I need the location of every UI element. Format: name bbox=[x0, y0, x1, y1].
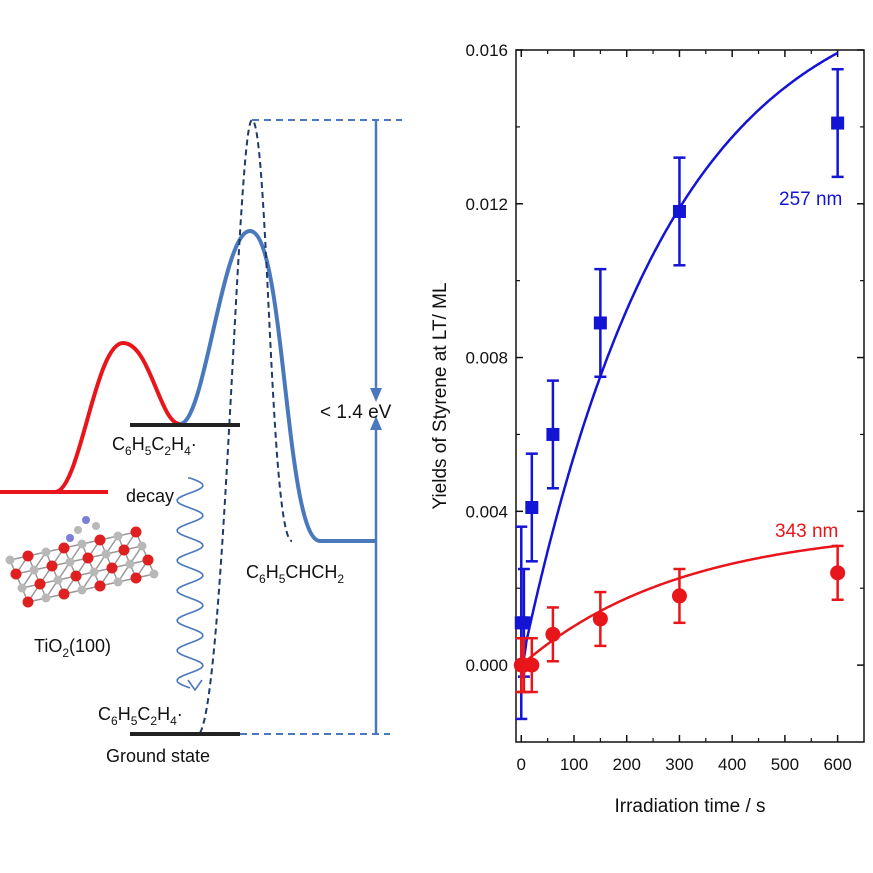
data-point-square bbox=[831, 116, 845, 130]
y-axis: 0.000 0.004 0.008 0.012 0.016 bbox=[465, 41, 864, 675]
substrate-label: TiO2(100) bbox=[34, 636, 111, 660]
barrier-arrow-up-head bbox=[370, 416, 382, 430]
atom bbox=[41, 547, 51, 557]
atom bbox=[82, 552, 94, 564]
atom bbox=[58, 542, 70, 554]
atom bbox=[17, 583, 27, 593]
series-label-343: 343 nm bbox=[775, 521, 838, 542]
atom bbox=[34, 578, 46, 590]
atom bbox=[22, 596, 34, 608]
series-label-257: 257 nm bbox=[779, 189, 842, 210]
adsorbate-atom bbox=[92, 522, 100, 530]
atom bbox=[41, 593, 51, 603]
y-tick-label: 0.000 bbox=[465, 656, 508, 675]
atom bbox=[113, 531, 123, 541]
ground-formula-label: C6H5C2H4· bbox=[98, 704, 183, 728]
data-points bbox=[513, 67, 846, 721]
atom bbox=[58, 588, 70, 600]
x-tick-label: 0 bbox=[517, 755, 526, 774]
atom bbox=[137, 541, 147, 551]
decay-arrow-head bbox=[187, 679, 203, 692]
y-tick-label: 0.008 bbox=[465, 349, 508, 368]
product-state-label: C6H5CHCH2 bbox=[246, 562, 344, 586]
x-tick-label: 100 bbox=[560, 755, 588, 774]
decay-label: decay bbox=[126, 486, 174, 506]
atom bbox=[101, 549, 111, 559]
atom bbox=[77, 539, 87, 549]
y-tick-label: 0.012 bbox=[465, 195, 508, 214]
x-tick-label: 400 bbox=[718, 755, 746, 774]
x-tick-label: 500 bbox=[771, 755, 799, 774]
atom bbox=[70, 570, 82, 582]
atom bbox=[125, 559, 135, 569]
atom bbox=[130, 526, 142, 538]
atom bbox=[29, 565, 39, 575]
atom bbox=[113, 577, 123, 587]
atom bbox=[94, 580, 106, 592]
adsorbate-atom bbox=[66, 534, 74, 542]
y-tick-label: 0.004 bbox=[465, 502, 508, 521]
data-point-circle bbox=[592, 611, 608, 627]
atom bbox=[46, 560, 58, 572]
atom bbox=[89, 567, 99, 577]
y-tick-label: 0.016 bbox=[465, 41, 508, 60]
atom bbox=[65, 557, 75, 567]
atom bbox=[94, 534, 106, 546]
x-tick-label: 600 bbox=[823, 755, 851, 774]
atom bbox=[149, 569, 159, 579]
data-point-square bbox=[593, 316, 607, 330]
tio2-surface-model bbox=[5, 516, 159, 608]
dashed-potential-curve bbox=[199, 118, 293, 734]
x-tick-label: 300 bbox=[665, 755, 693, 774]
barrier-label: < 1.4 eV bbox=[320, 402, 392, 423]
data-point-circle bbox=[830, 565, 846, 581]
atom bbox=[118, 544, 130, 556]
x-axis-label: Irradiation time / s bbox=[615, 796, 766, 817]
atom bbox=[22, 550, 34, 562]
data-point-circle bbox=[524, 657, 540, 673]
atom bbox=[142, 554, 154, 566]
data-point-circle bbox=[671, 588, 687, 604]
barrier-arrow-down-head bbox=[370, 388, 382, 402]
ground-state-label: Ground state bbox=[106, 746, 210, 766]
decay-wavy-arrow bbox=[176, 477, 204, 689]
data-point-square bbox=[525, 500, 539, 514]
adsorbate-atom bbox=[74, 526, 82, 534]
atom bbox=[10, 568, 22, 580]
atom bbox=[106, 562, 118, 574]
x-axis: 0 100 200 300 400 500 600 bbox=[517, 50, 852, 774]
excited-state-label: C6H5C2H4· bbox=[112, 434, 197, 458]
y-axis-label: Yields of Styrene at LT/ ML bbox=[430, 282, 451, 509]
adsorbate-atom bbox=[82, 516, 90, 524]
data-point-square bbox=[672, 204, 686, 218]
atom bbox=[77, 585, 87, 595]
plot-frame bbox=[515, 49, 865, 743]
atom bbox=[130, 572, 142, 584]
yield-chart: 0.000 0.004 0.008 0.012 0.016 0 100 200 300 400 5… bbox=[430, 41, 865, 817]
energy-diagram: C6H5C2H4· decay C6H5CHCH2 < 1.4 eV TiO2(… bbox=[0, 118, 402, 766]
blue-potential-curve bbox=[179, 228, 376, 543]
x-tick-label: 200 bbox=[613, 755, 641, 774]
red-potential-curve bbox=[0, 340, 181, 494]
data-point-square bbox=[517, 616, 531, 630]
data-point-circle bbox=[545, 626, 561, 642]
atom bbox=[5, 555, 15, 565]
atom bbox=[53, 575, 63, 585]
data-point-square bbox=[546, 427, 560, 441]
